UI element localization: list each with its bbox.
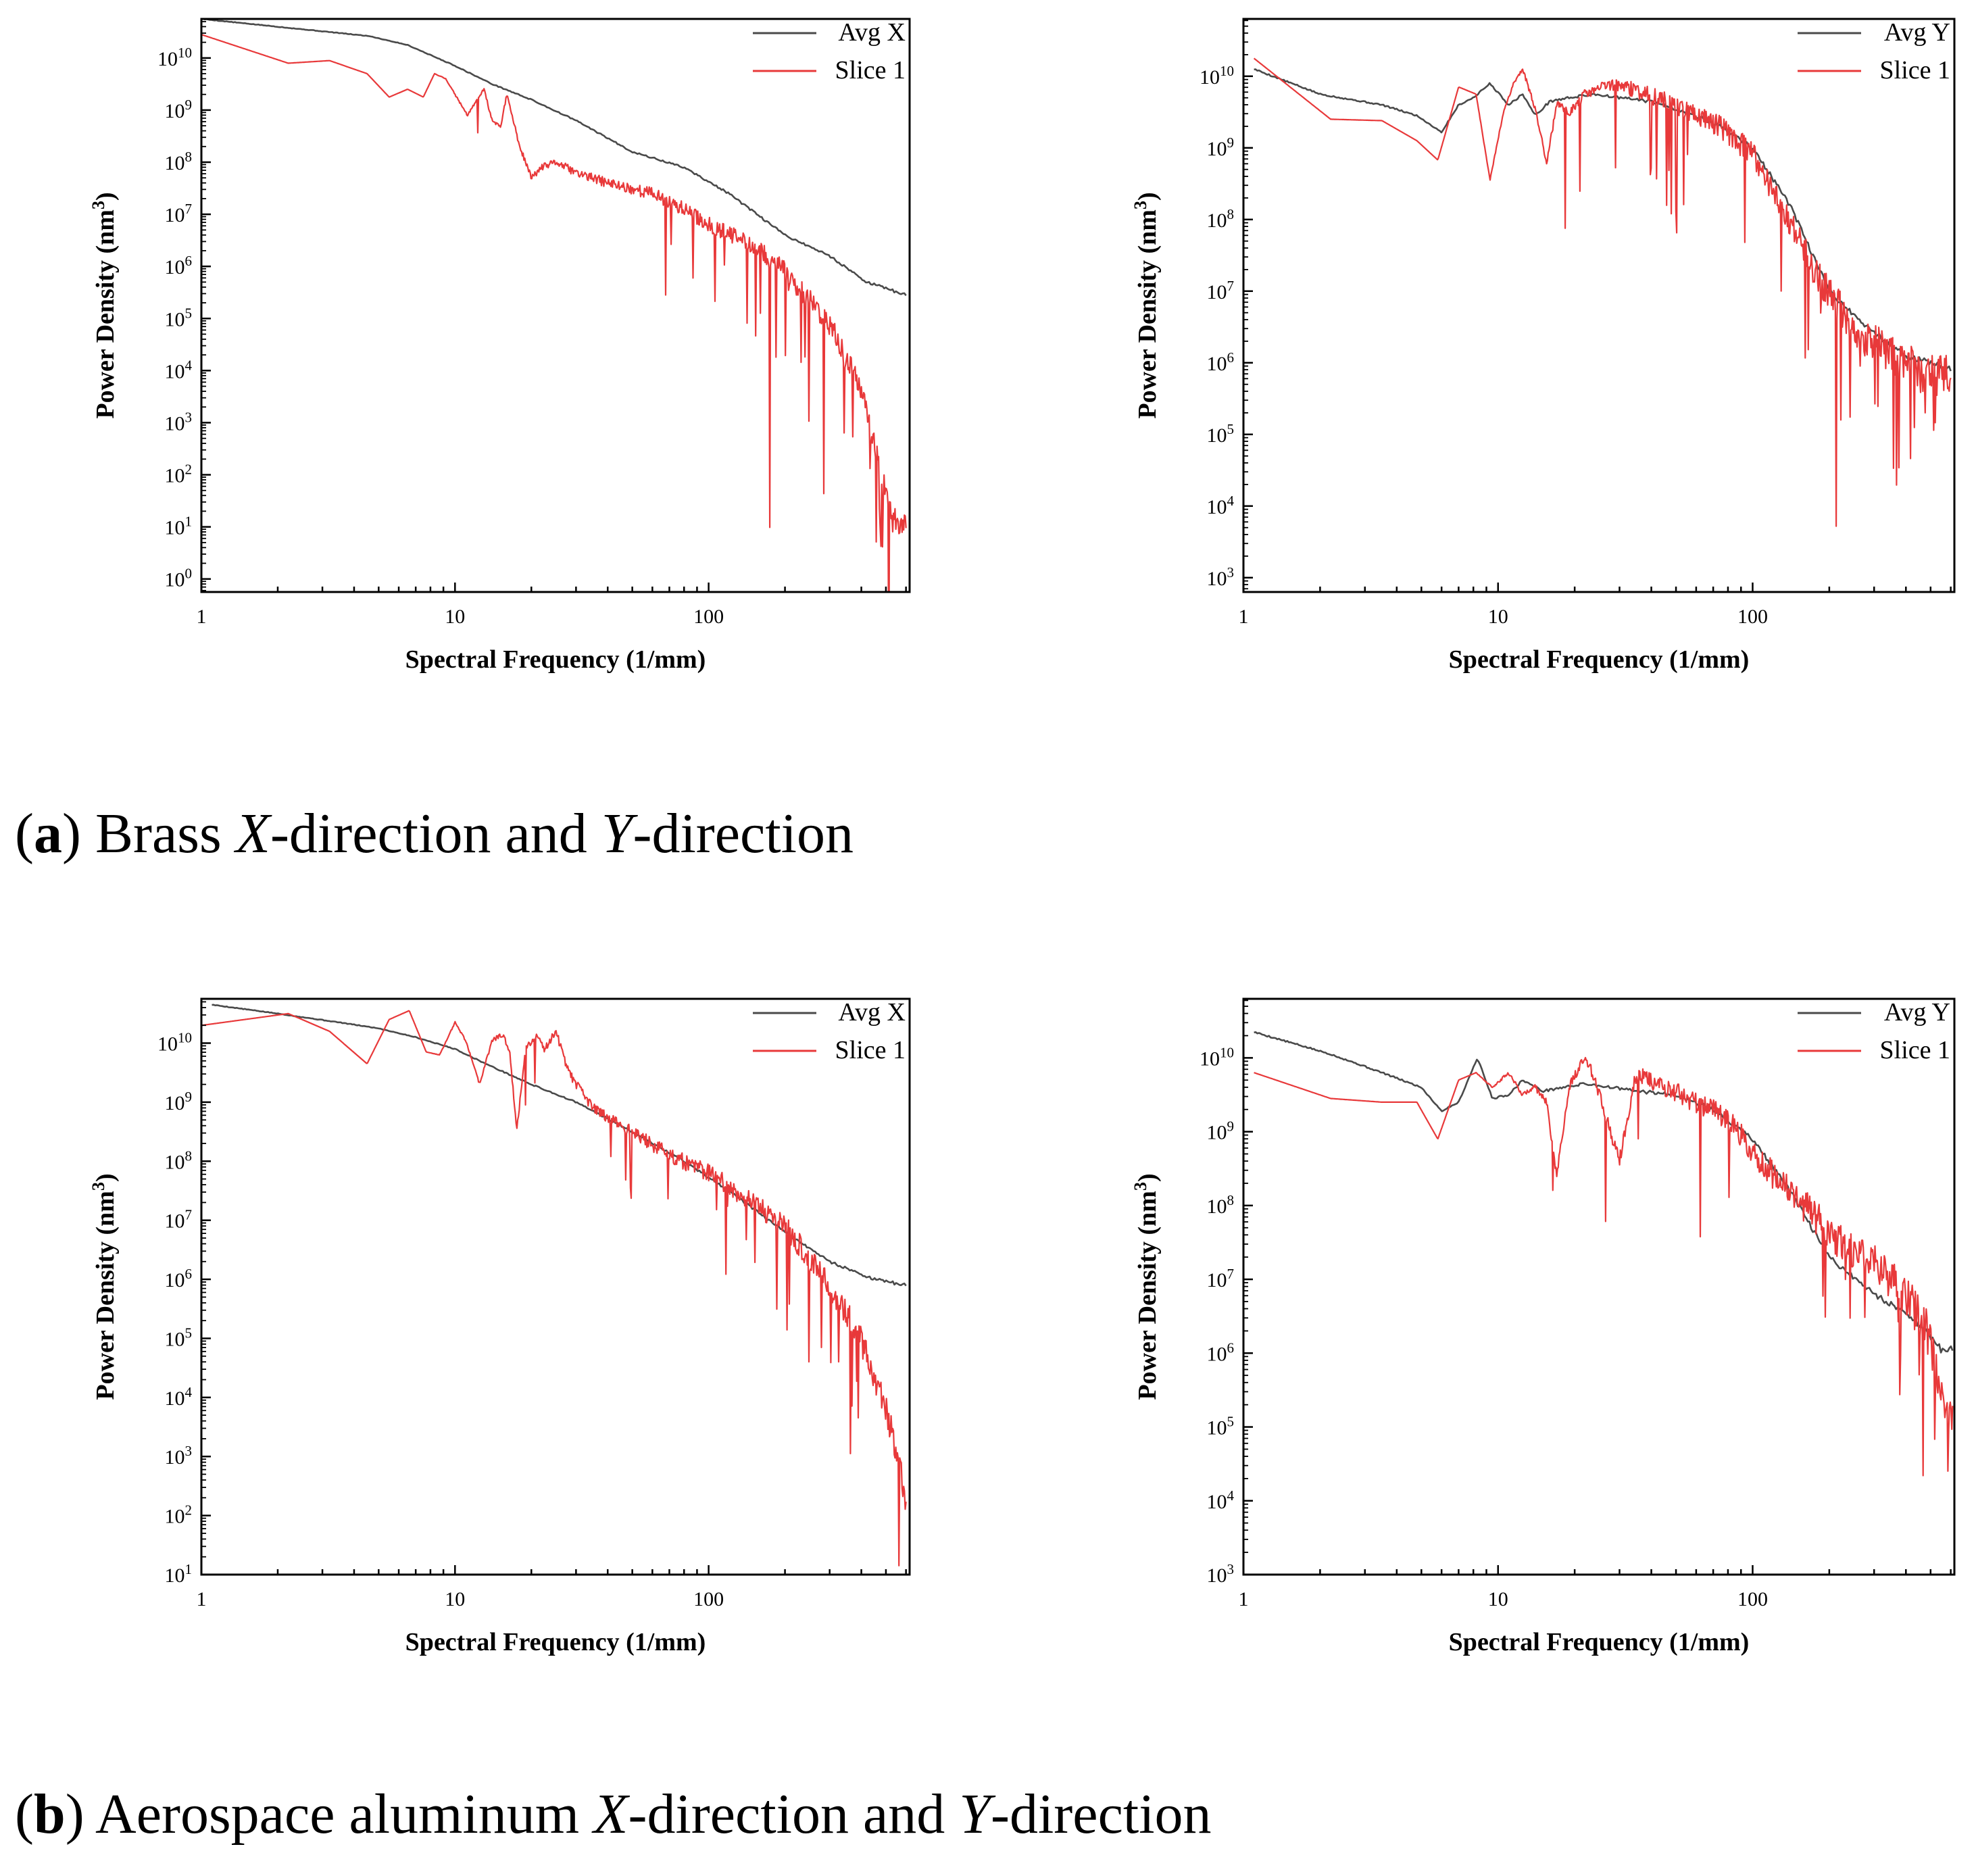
y-tick-label: 109 bbox=[1207, 134, 1235, 160]
y-axis-title: Power Density (nm3) bbox=[89, 1173, 120, 1400]
caption-b-text2: -direction and bbox=[628, 1783, 960, 1846]
x-axis-title: Spectral Frequency (1/mm) bbox=[1449, 1628, 1750, 1656]
y-tick-label: 104 bbox=[1207, 1487, 1235, 1513]
y-tick-label: 109 bbox=[1207, 1118, 1235, 1144]
caption-a-y: Y bbox=[601, 802, 633, 865]
y-tick-label: 105 bbox=[1207, 421, 1235, 447]
chart-aluminum-y: 1 10 100 103 104 105 106 107 108 109 1010 Spectral … bbox=[1131, 997, 1956, 1656]
x-tick-label: 10 bbox=[1488, 1588, 1508, 1610]
x-tick-label: 100 bbox=[693, 606, 724, 628]
y-tick-label: 100 bbox=[165, 566, 193, 591]
series-group bbox=[1254, 1031, 1954, 1477]
y-axis-title: Power Density (nm3) bbox=[89, 192, 120, 418]
caption-a: (a) Brass X-direction and Y-direction bbox=[15, 802, 854, 865]
caption-a-x: X bbox=[235, 802, 270, 865]
chart-brass-y: 1 10 100 103 104 105 106 107 108 109 1010 Spectral … bbox=[1131, 18, 1956, 674]
caption-b: (b) Aerospace aluminum X-direction and Y… bbox=[15, 1783, 1212, 1846]
series-line-slice-1 bbox=[201, 1010, 907, 1566]
y-tick-label: 106 bbox=[165, 253, 193, 278]
y-tick-label: 1010 bbox=[1200, 63, 1234, 89]
y-tick-label: 108 bbox=[165, 149, 193, 174]
y-tick-label: 106 bbox=[1207, 349, 1235, 375]
y-axis-title: Power Density (nm3) bbox=[1131, 192, 1162, 418]
y-tick-label: 103 bbox=[1207, 1561, 1235, 1587]
y-tick-label: 104 bbox=[1207, 493, 1235, 518]
series-group bbox=[1253, 57, 1952, 527]
y-tick-label: 103 bbox=[165, 409, 193, 435]
x-tick-label: 1 bbox=[197, 1588, 207, 1610]
series-line-avg-x bbox=[201, 19, 907, 297]
caption-b-y: Y bbox=[959, 1783, 991, 1846]
y-tick-label: 106 bbox=[1207, 1339, 1235, 1365]
y-tick-label: 1010 bbox=[1200, 1044, 1234, 1070]
caption-a-text1: Brass bbox=[80, 802, 236, 865]
y-tick-label: 107 bbox=[1207, 1266, 1235, 1291]
caption-a-text3: -direction bbox=[633, 802, 854, 865]
x-tick-label: 10 bbox=[445, 1588, 465, 1610]
y-tick-label: 104 bbox=[165, 357, 193, 382]
plot-frame bbox=[200, 18, 911, 593]
x-axis-title: Spectral Frequency (1/mm) bbox=[405, 1628, 706, 1656]
y-tick-label: 1010 bbox=[157, 1030, 192, 1056]
legend-label: Avg Y bbox=[1884, 18, 1950, 47]
y-tick-label: 108 bbox=[165, 1147, 193, 1173]
y-tick-label: 101 bbox=[165, 1561, 193, 1587]
y-tick-label: 108 bbox=[1207, 1192, 1235, 1218]
x-tick-label: 1 bbox=[1239, 1588, 1249, 1610]
series-line-slice-1 bbox=[1253, 57, 1952, 527]
plot-frame bbox=[1242, 18, 1956, 593]
y-tick-label: 107 bbox=[165, 201, 193, 226]
y-tick-label: 109 bbox=[165, 1089, 193, 1114]
y-tick-label: 107 bbox=[1207, 278, 1235, 303]
legend-label: Slice 1 bbox=[1880, 56, 1950, 84]
caption-b-text1: Aerospace aluminum bbox=[84, 1783, 594, 1846]
series-group bbox=[201, 19, 907, 592]
y-tick-label: 105 bbox=[165, 305, 193, 330]
legend-label: Avg X bbox=[838, 998, 906, 1027]
series-line-avg-y bbox=[1254, 1031, 1954, 1354]
y-tick-label: 103 bbox=[165, 1443, 193, 1468]
caption-a-label: a bbox=[33, 802, 62, 865]
y-tick-label: 105 bbox=[165, 1325, 193, 1350]
y-tick-label: 1010 bbox=[157, 45, 192, 70]
y-tick-label: 106 bbox=[165, 1266, 193, 1291]
x-axis-title: Spectral Frequency (1/mm) bbox=[405, 645, 706, 674]
legend-label: Avg X bbox=[838, 18, 906, 47]
y-tick-label: 109 bbox=[165, 97, 193, 122]
series-group bbox=[201, 1004, 907, 1566]
x-tick-label: 10 bbox=[1488, 606, 1508, 628]
series-line-slice-1 bbox=[201, 34, 907, 592]
x-tick-label: 10 bbox=[445, 606, 465, 628]
caption-a-text2: -direction and bbox=[270, 802, 601, 865]
series-line-slice-1 bbox=[1254, 1056, 1954, 1477]
x-tick-label: 100 bbox=[693, 1588, 724, 1610]
caption-b-label: b bbox=[33, 1783, 66, 1846]
legend-label: Slice 1 bbox=[835, 56, 906, 84]
y-tick-label: 101 bbox=[165, 514, 193, 539]
x-axis-title: Spectral Frequency (1/mm) bbox=[1449, 645, 1750, 674]
y-axis-title: Power Density (nm3) bbox=[1131, 1173, 1162, 1400]
y-tick-label: 104 bbox=[165, 1384, 193, 1410]
caption-b-text3: -direction bbox=[991, 1783, 1212, 1846]
y-tick-label: 102 bbox=[165, 1502, 193, 1528]
y-tick-label: 108 bbox=[1207, 206, 1235, 232]
chart-brass-x: 1 10 100 100 101 102 103 104 105 106 107 108 109 1010… bbox=[89, 18, 911, 674]
legend-label: Slice 1 bbox=[835, 1036, 906, 1064]
chart-aluminum-x: 1 10 100 101 102 103 104 105 106 107 108 109 1010 Spe… bbox=[89, 997, 911, 1656]
x-tick-label: 100 bbox=[1737, 1588, 1768, 1610]
caption-b-x: X bbox=[593, 1783, 628, 1846]
y-tick-label: 103 bbox=[1207, 564, 1235, 590]
plot-frame bbox=[200, 997, 911, 1576]
y-tick-label: 105 bbox=[1207, 1414, 1235, 1439]
legend-label: Slice 1 bbox=[1880, 1036, 1950, 1064]
legend-label: Avg Y bbox=[1884, 998, 1950, 1027]
y-tick-label: 102 bbox=[165, 462, 193, 487]
x-tick-label: 100 bbox=[1737, 606, 1768, 628]
y-tick-label: 107 bbox=[165, 1207, 193, 1233]
x-tick-label: 1 bbox=[197, 606, 207, 628]
x-tick-label: 1 bbox=[1239, 606, 1249, 628]
